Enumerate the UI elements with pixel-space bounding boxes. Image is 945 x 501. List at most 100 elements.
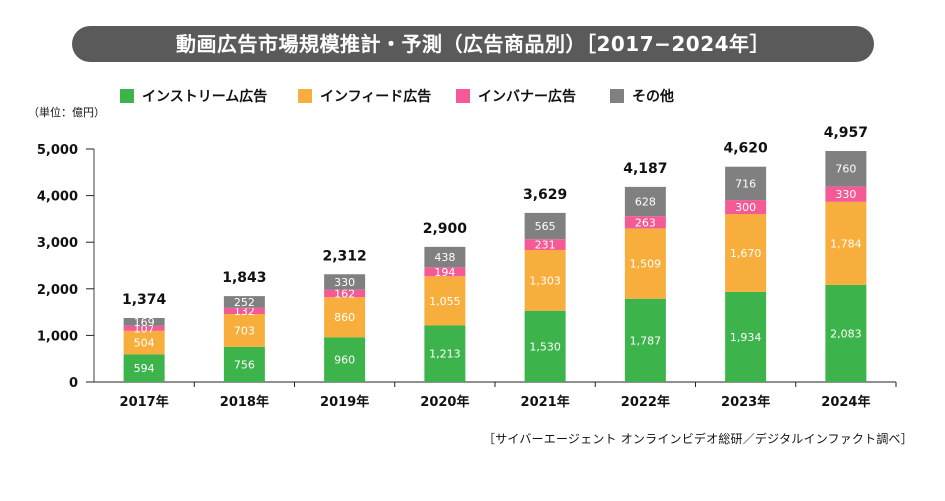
- bar-value-label: 1,670: [730, 247, 762, 260]
- total-label: 4,620: [723, 141, 768, 157]
- bar-segment: [324, 274, 366, 290]
- bar-segment: [223, 296, 265, 308]
- legend-swatch: [610, 89, 624, 103]
- bar-segment: [123, 330, 165, 355]
- bar-segment: [725, 166, 767, 201]
- bar-segment: [424, 267, 466, 277]
- y-tick-label: 5,000: [37, 143, 78, 158]
- bar-value-label: 330: [334, 276, 355, 289]
- bar-segment: [223, 346, 265, 382]
- x-category-label: 2019年: [320, 394, 369, 410]
- bar-value-label: 162: [334, 287, 355, 300]
- bar-value-label: 1,530: [529, 340, 561, 353]
- legend-item: インフィード広告: [298, 86, 431, 106]
- x-category-label: 2017年: [120, 394, 169, 410]
- bar-segment: [825, 186, 867, 202]
- bar-value-label: 594: [134, 362, 155, 375]
- bar-value-label: 330: [835, 188, 856, 201]
- bar-segment: [424, 325, 466, 382]
- bar-value-label: 565: [535, 220, 556, 233]
- bar-value-label: 960: [334, 354, 355, 367]
- bar-segment: [624, 228, 666, 299]
- bar-segment: [624, 298, 666, 382]
- bar-value-label: 716: [735, 177, 756, 190]
- bar-value-label: 252: [234, 296, 255, 309]
- legend-label: インバナー広告: [478, 89, 576, 105]
- source-note: ［サイバーエージェント オンラインビデオ総研／デジタルインファクト調べ］: [483, 432, 913, 446]
- total-label: 2,312: [322, 248, 366, 264]
- legend-item: その他: [610, 86, 674, 106]
- total-label: 1,843: [222, 270, 266, 286]
- total-label: 2,900: [423, 221, 468, 237]
- bar-value-label: 300: [735, 201, 756, 214]
- y-tick-label: 3,000: [37, 236, 78, 251]
- bar-value-label: 1,303: [529, 274, 561, 287]
- bar-value-label: 703: [234, 324, 255, 337]
- bar-segment: [725, 214, 767, 292]
- bar-segment: [825, 201, 867, 285]
- legend-label: インフィード広告: [320, 89, 432, 105]
- bar-value-label: 760: [835, 163, 856, 176]
- legend-label: その他: [632, 89, 674, 105]
- bar-segment: [424, 246, 466, 268]
- legend-swatch: [298, 89, 312, 103]
- x-category-label: 2021年: [521, 394, 570, 410]
- bar-segment: [324, 337, 366, 382]
- bar-segment: [524, 310, 566, 382]
- x-category-label: 2023年: [721, 394, 770, 410]
- x-category-label: 2022年: [621, 394, 670, 410]
- bar-value-label: 1,784: [830, 237, 862, 250]
- bar-value-label: 504: [134, 337, 155, 350]
- bar-value-label: 263: [635, 216, 656, 229]
- bar-value-label: 438: [434, 251, 455, 264]
- x-category-label: 2024年: [821, 394, 870, 410]
- bar-segment: [223, 314, 265, 347]
- bar-segment: [424, 276, 466, 326]
- bar-segment: [524, 212, 566, 240]
- legend-label: インストリーム広告: [142, 89, 268, 105]
- bar-segment: [324, 297, 366, 338]
- bar-value-label: 2,083: [830, 327, 862, 340]
- bar-segment: [123, 354, 165, 382]
- bar-value-label: 756: [234, 358, 255, 371]
- bar-value-label: 169: [134, 316, 155, 329]
- bar-segment: [725, 200, 767, 215]
- legend-item: インストリーム広告: [120, 86, 267, 106]
- legend-swatch: [120, 89, 134, 103]
- bar-value-label: 132: [234, 305, 255, 318]
- x-category-label: 2018年: [220, 394, 269, 410]
- bar-segment: [123, 325, 165, 331]
- bar-segment: [825, 151, 867, 187]
- total-label: 4,187: [623, 161, 667, 177]
- y-tick-label: 2,000: [37, 283, 78, 298]
- bar-segment: [725, 291, 767, 382]
- bar-value-label: 231: [535, 239, 556, 252]
- unit-label: （単位：億円）: [28, 106, 105, 119]
- bar-segment: [223, 307, 265, 315]
- bar-value-label: 1,934: [730, 331, 762, 344]
- bar-segment: [123, 317, 165, 326]
- bar-value-label: 1,213: [429, 348, 461, 361]
- y-tick-label: 1,000: [37, 329, 78, 344]
- bar-segment: [825, 284, 867, 382]
- bar-segment: [624, 216, 666, 229]
- bar-value-label: 1,787: [630, 334, 662, 347]
- bar-segment: [624, 186, 666, 217]
- total-label: 4,957: [824, 125, 868, 141]
- bar-value-label: 194: [434, 266, 455, 279]
- y-tick-label: 4,000: [37, 190, 78, 205]
- bar-segment: [324, 289, 366, 298]
- bar-value-label: 1,509: [630, 258, 662, 271]
- y-tick-label: 0: [69, 376, 78, 391]
- bar-value-label: 1,055: [429, 295, 461, 308]
- bar-segment: [524, 249, 566, 311]
- bar-segment: [524, 239, 566, 250]
- legend-item: インバナー広告: [456, 86, 576, 106]
- bar-value-label: 860: [334, 311, 355, 324]
- chart-title: 動画広告市場規模推計・予測（広告商品別）［2017−2024年］: [72, 26, 874, 62]
- x-category-label: 2020年: [420, 394, 469, 410]
- legend-swatch: [456, 89, 470, 103]
- total-label: 3,629: [523, 187, 567, 203]
- total-label: 1,374: [122, 292, 167, 308]
